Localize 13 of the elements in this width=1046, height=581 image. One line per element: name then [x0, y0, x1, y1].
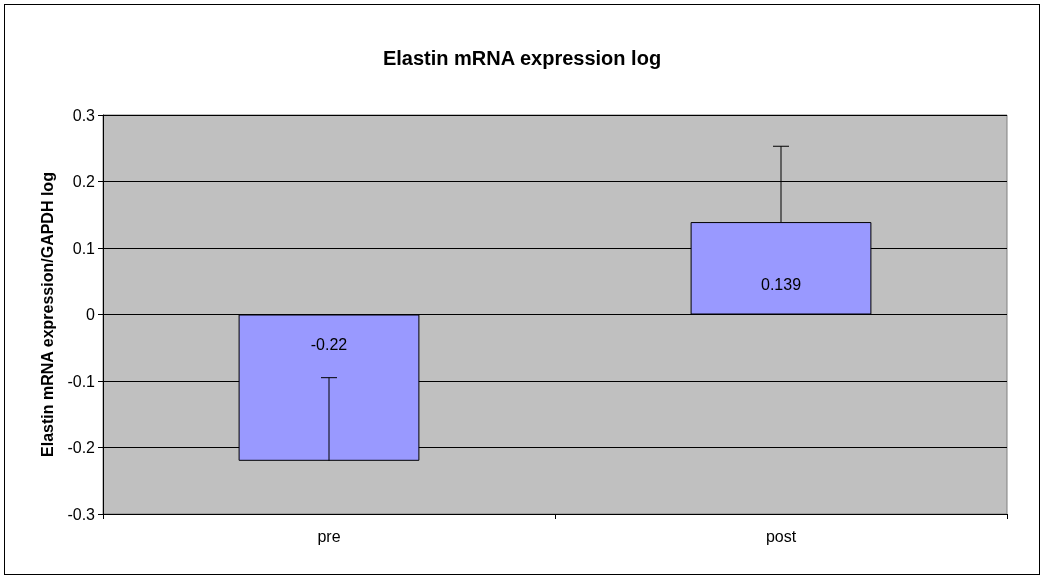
y-tick-label: -0.2: [67, 439, 96, 456]
y-tick-label: 0.1: [72, 239, 96, 257]
y-tick-label: 0: [86, 306, 96, 323]
y-tick-label: -0.1: [67, 372, 96, 390]
data-label: -0.22: [310, 336, 348, 353]
y-tick-label: -0.3: [67, 505, 96, 523]
x-tick-label: pre: [317, 527, 341, 545]
y-tick-label: 0.3: [72, 106, 96, 124]
y-axis-title: Elastin mRNA expression/GAPDH log: [38, 172, 56, 457]
y-tick-label: 0.2: [72, 173, 96, 190]
chart-title: Elastin mRNA expression log: [382, 47, 662, 69]
x-tick-label: post: [765, 527, 797, 545]
data-label: 0.139: [760, 276, 802, 293]
